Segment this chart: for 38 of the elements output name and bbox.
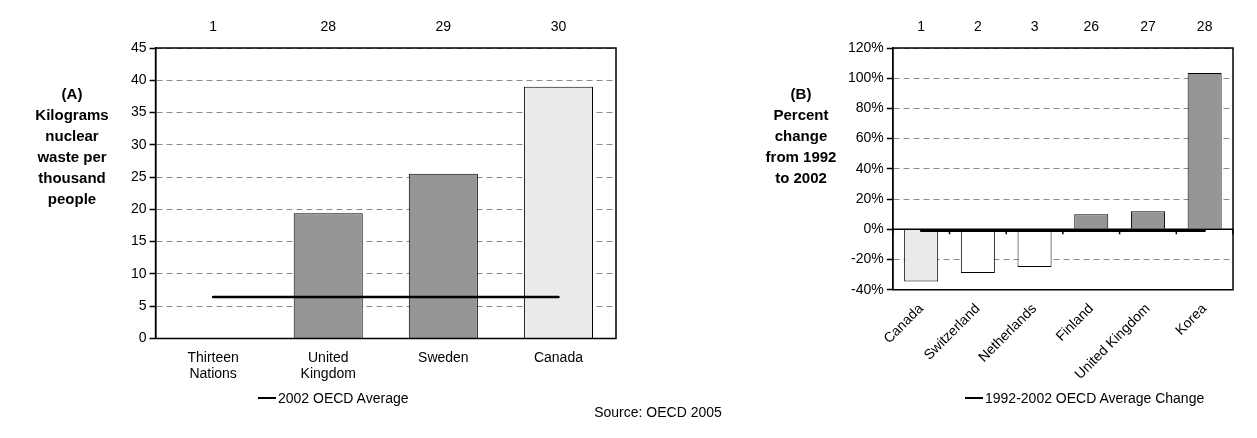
- text: 26: [1083, 17, 1100, 34]
- legend-label: 2002 OECD Average: [278, 389, 409, 406]
- y-tick-label: 60%: [855, 129, 884, 146]
- text: 3: [1030, 17, 1039, 34]
- y-tick-label: 5: [138, 296, 147, 313]
- y-tick-label: -40%: [851, 280, 884, 297]
- y-tick-label: 20%: [855, 189, 884, 206]
- source-note: Source: OECD 2005: [593, 404, 723, 420]
- x-tick-label: Sweden: [418, 348, 469, 365]
- text: 28: [320, 17, 337, 34]
- legend-label: 1992-2002 OECD Average Change: [985, 389, 1205, 406]
- x-tick-label: Thirteen Nations: [187, 348, 239, 382]
- y-tick-label: 0%: [863, 220, 884, 237]
- text: 2: [973, 17, 982, 34]
- y-tick-label: 30: [130, 135, 147, 152]
- y-tick-label: 40: [130, 71, 147, 88]
- y-tick-label: 40%: [855, 159, 884, 176]
- x-tick-label: Canada: [533, 348, 584, 365]
- x-tick-label: United Kingdom: [300, 348, 356, 382]
- y-tick-label: 20: [130, 200, 147, 217]
- text: 1: [209, 17, 218, 34]
- y-tick-label: 25: [130, 167, 147, 184]
- y-tick-label: 120%: [847, 38, 884, 55]
- y-axis-title: (A) Kilograms nuclear waste per thousand people: [34, 84, 110, 209]
- y-tick-label: 35: [130, 103, 147, 120]
- text: 28: [1196, 17, 1213, 34]
- text: 27: [1140, 17, 1156, 34]
- y-tick-label: 80%: [855, 99, 884, 116]
- y-tick-label: 45: [130, 38, 147, 55]
- y-tick-label: 100%: [847, 69, 884, 86]
- y-tick-label: 10: [130, 264, 147, 281]
- y-axis-title: (B) Percent change from 1992 to 2002: [764, 84, 838, 188]
- y-tick-label: 15: [130, 232, 147, 249]
- y-tick-label: 0: [138, 329, 147, 346]
- y-tick-label: -20%: [851, 250, 884, 267]
- text: 1: [917, 17, 926, 34]
- text: 30: [550, 17, 567, 34]
- text: 29: [435, 17, 452, 34]
